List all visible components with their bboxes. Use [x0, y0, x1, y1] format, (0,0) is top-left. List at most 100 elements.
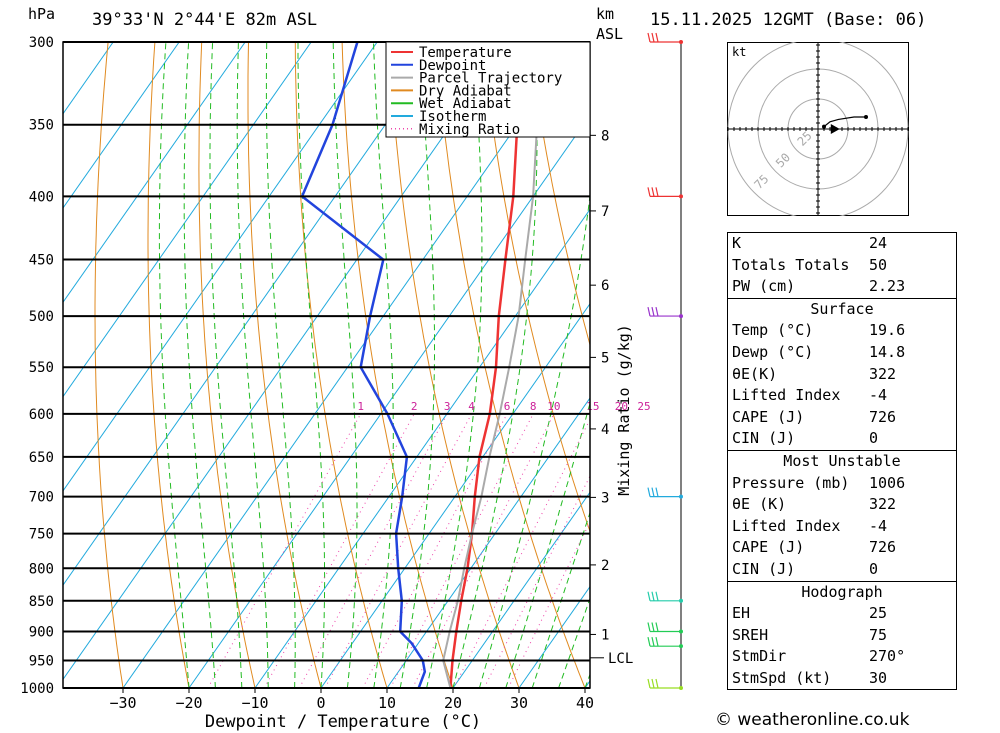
- copyright: © weatheronline.co.uk: [715, 710, 910, 730]
- isotherm-line: [63, 42, 510, 681]
- storm-motion-marker: [830, 124, 840, 134]
- legend-label: Dewpoint: [419, 58, 486, 74]
- isotherm-line: [63, 42, 444, 587]
- index-row: Lifted Index -4: [728, 516, 956, 538]
- index-value: 19.6: [869, 321, 906, 340]
- indices-section-title: Hodograph: [801, 582, 883, 601]
- index-label: SREH: [732, 625, 769, 644]
- height-tick-label: 7: [601, 204, 609, 220]
- height-tick-label: 6: [601, 278, 609, 294]
- wind-barb-flag: [651, 32, 655, 43]
- temperature-tick-label: −20: [175, 694, 202, 712]
- wind-barb: [647, 622, 683, 634]
- dry-adiabat-line: [247, 42, 322, 689]
- index-label: PW (cm): [732, 277, 796, 296]
- isotherm-line: [63, 42, 378, 492]
- index-label: θE (K): [732, 495, 787, 514]
- indices-table: K 24 Totals Totals 50 PW (cm) 2.23 Surface Temp…: [727, 232, 957, 691]
- legend-label: Parcel Trajectory: [419, 71, 562, 87]
- temperature-tick-label: 20: [444, 694, 462, 712]
- wind-barb-flag: [651, 306, 655, 317]
- index-row: Totals Totals 50: [728, 255, 956, 277]
- index-row: Lifted Index -4: [728, 385, 956, 407]
- isotherm-line: [63, 42, 246, 304]
- index-value: 30: [869, 668, 888, 687]
- isotherm-line: [63, 42, 312, 398]
- chart-profiles: [300, 42, 540, 689]
- index-value: 726: [869, 538, 897, 557]
- mixing-ratio-label: 1: [357, 400, 364, 413]
- isotherm-line: [254, 208, 590, 689]
- index-value: 25: [869, 604, 888, 623]
- height-ref-label: ASL: [596, 25, 624, 43]
- wind-barb-flag: [651, 187, 655, 197]
- index-row: CIN (J) 0: [728, 559, 956, 581]
- index-value: 14.8: [869, 342, 906, 361]
- wind-barbs: [647, 32, 683, 690]
- index-label: StmSpd (kt): [732, 668, 832, 687]
- height-tick-label: 8: [601, 128, 609, 144]
- wind-barb-flag: [655, 591, 659, 601]
- wind-barb-flag: [655, 487, 659, 497]
- index-row: Dewp (°C) 14.8: [728, 342, 956, 364]
- mixing-ratio-label: 10: [547, 400, 560, 413]
- height-unit-label: km: [596, 5, 615, 23]
- mixing-ratio-label: 15: [586, 400, 599, 413]
- index-value: 270°: [869, 647, 906, 666]
- index-value: 50: [869, 255, 888, 274]
- wind-barb: [647, 637, 683, 649]
- height-tick-label: 4: [601, 422, 609, 438]
- mixing-ratio-line: [453, 418, 590, 689]
- dry-adiabat-line: [528, 42, 590, 347]
- index-row: EH 25: [728, 603, 956, 625]
- series-parcel-trajectory: [442, 42, 540, 689]
- index-label: CIN (J): [732, 559, 796, 578]
- indices-section-most-unstable: Most Unstable Pressure (mb) 1006 θE (K) 322 L…: [728, 449, 956, 581]
- wind-barb-flag: [655, 622, 659, 632]
- pressure-tick-label: 850: [29, 594, 54, 610]
- mixing-ratio-label: 25: [637, 400, 650, 413]
- hodograph-unit: kt: [732, 45, 746, 59]
- chart-axes: 1 2 3 4 6 8 10 15 20 2530035040045050055060065070…: [20, 35, 650, 732]
- pressure-tick-label: 300: [29, 35, 54, 51]
- wet-adiabat-line: [558, 596, 590, 689]
- index-value: -4: [869, 516, 888, 535]
- wind-barb-flag: [655, 306, 659, 317]
- index-row: StmDir 270°: [728, 646, 956, 668]
- datetime-title: 15.11.2025 12GMT (Base: 06): [650, 10, 927, 30]
- isotherm-line: [122, 42, 576, 689]
- wind-barb-flag: [647, 32, 651, 43]
- indices-section-title: Surface: [810, 299, 874, 318]
- pressure-tick-label: 950: [29, 653, 54, 669]
- index-value: 0: [869, 429, 879, 448]
- isotherm-line: [63, 42, 114, 115]
- index-row: CAPE (J) 726: [728, 537, 956, 559]
- mixing-ratio-axis-label: Mixing Ratio (g/kg): [615, 324, 633, 496]
- isotherm-line: [63, 42, 180, 209]
- pressure-tick-label: 900: [29, 624, 54, 640]
- isotherm-line: [188, 114, 590, 689]
- pressure-tick-label: 450: [29, 253, 54, 269]
- pressure-tick-label: 700: [29, 490, 54, 506]
- hodograph-start-point: [822, 124, 826, 129]
- height-tick-label: 3: [601, 490, 609, 506]
- pressure-tick-label: 400: [29, 189, 54, 205]
- mixing-ratio-label: 20: [615, 400, 628, 413]
- mixing-ratio-label: 4: [468, 400, 475, 413]
- wind-barb: [647, 591, 683, 603]
- height-tick-label: 1: [601, 627, 609, 643]
- pressure-tick-label: 650: [29, 450, 54, 466]
- wind-barb-flag: [651, 622, 655, 632]
- pressure-tick-label: 800: [29, 561, 54, 577]
- index-label: StmDir: [732, 647, 787, 666]
- wind-barb: [647, 187, 683, 199]
- wet-adiabat-line: [332, 42, 358, 689]
- index-value: 322: [869, 495, 897, 514]
- index-value: 2.23: [869, 277, 906, 296]
- index-label: Pressure (mb): [732, 473, 850, 492]
- pressure-tick-label: 600: [29, 407, 54, 423]
- indices-section-hodograph: Hodograph EH 25 SREH 75 StmDir 270° StmSpd (kt)…: [728, 580, 956, 690]
- wind-barb-flag: [647, 487, 651, 497]
